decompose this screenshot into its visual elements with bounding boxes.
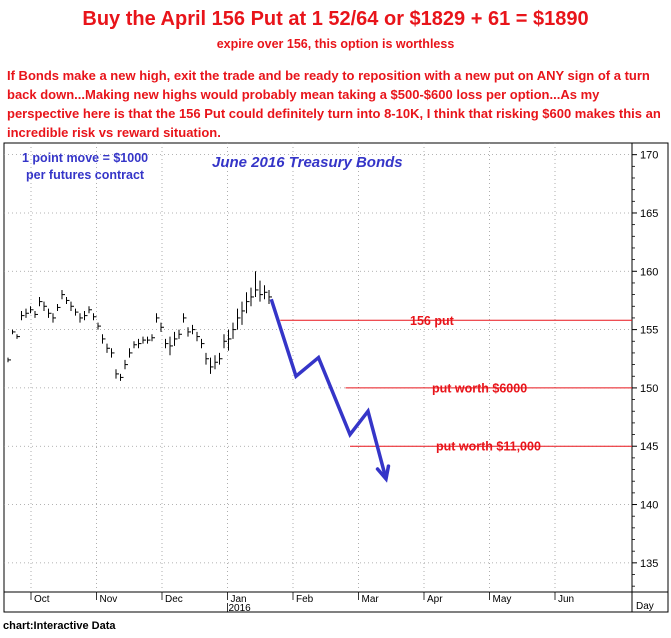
level-label-2: put worth $6000: [432, 381, 527, 395]
y-tick-label: 140: [640, 500, 658, 512]
y-tick-label: 170: [640, 150, 658, 162]
y-tick-label: 160: [640, 266, 658, 278]
x-tick-label-apr: Apr: [427, 594, 443, 605]
x-tick-label-may: May: [493, 594, 512, 605]
subheadline: expire over 156, this option is worthles…: [216, 37, 455, 51]
projection-path: [269, 298, 388, 480]
x-tick-label-feb: Feb: [296, 594, 314, 605]
chart-source: chart:Interactive Data: [3, 620, 116, 632]
x-axis-label: Day: [636, 601, 654, 612]
x-tick-label-oct: Oct: [34, 594, 50, 605]
y-tick-label: 165: [640, 208, 658, 220]
plot-frame: [3, 142, 633, 593]
x-tick-label-jun: Jun: [558, 594, 574, 605]
headline: Buy the April 156 Put at 1 52/64 or $182…: [82, 8, 589, 30]
x-axis-corner: [631, 591, 669, 613]
level-label-3: put worth $11,000: [436, 440, 541, 454]
y-tick-label: 155: [640, 325, 658, 337]
year-label: 2016: [229, 603, 252, 614]
x-tick-label-nov: Nov: [100, 594, 118, 605]
level-label-1: 156 put: [410, 314, 455, 328]
corner-note-line-2: per futures contract: [26, 168, 145, 182]
trade-note: If Bonds make a new high, exit the trade…: [7, 68, 661, 140]
y-axis-panel: [631, 142, 669, 593]
projection-arrowhead: [375, 464, 391, 483]
corner-note-line-1: 1 point move = $1000: [22, 151, 148, 165]
chart-title: June 2016 Treasury Bonds: [212, 154, 403, 171]
x-tick-label-jan: Jan: [231, 594, 247, 605]
y-tick-label: 135: [640, 558, 658, 570]
x-axis-panel: [3, 591, 633, 613]
x-tick-label-mar: Mar: [362, 594, 380, 605]
y-tick-label: 150: [640, 383, 658, 395]
x-tick-label-dec: Dec: [165, 594, 183, 605]
y-tick-label: 145: [640, 441, 658, 453]
